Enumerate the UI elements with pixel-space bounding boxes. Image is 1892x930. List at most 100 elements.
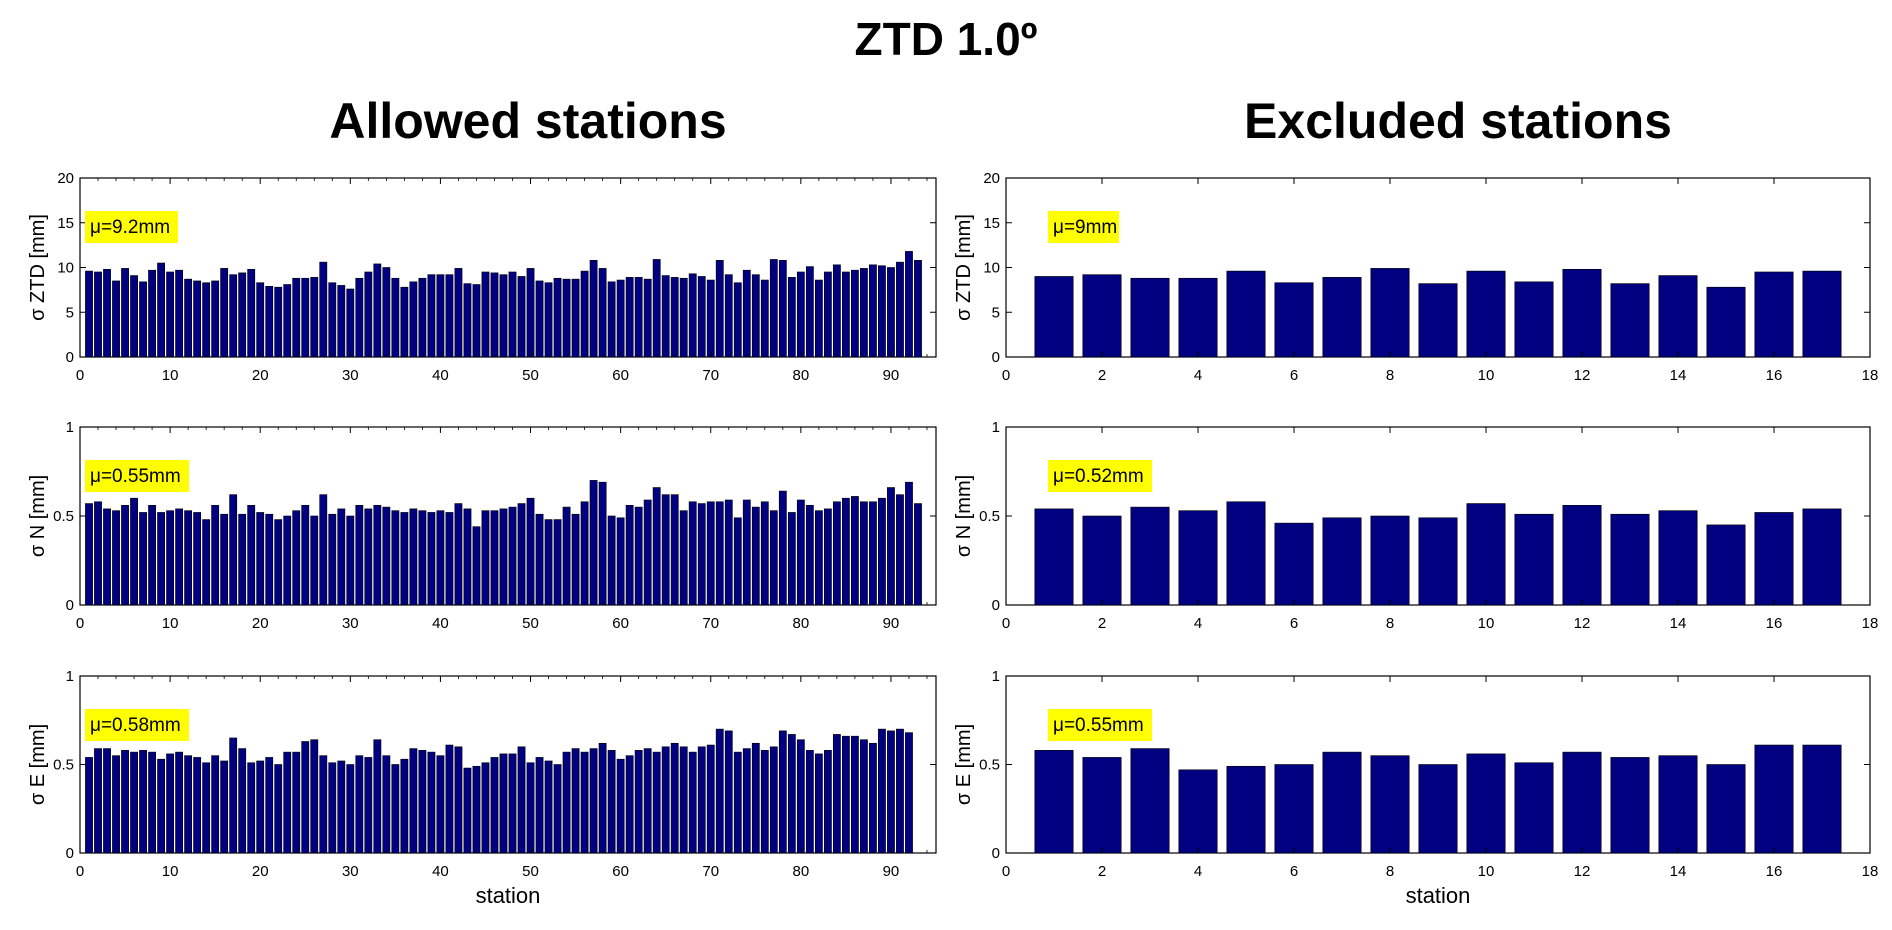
allowed-n-xtick-label: 80 bbox=[792, 615, 809, 632]
allowed-n-bar bbox=[851, 496, 859, 606]
excluded-n-bar bbox=[1178, 510, 1218, 606]
excluded-e-ytick-label: 1 bbox=[992, 668, 1000, 685]
allowed-n-xtick-label: 70 bbox=[702, 615, 719, 632]
excluded-n-bar bbox=[1034, 508, 1074, 606]
allowed-n-bar bbox=[517, 503, 526, 606]
allowed-n-bar bbox=[508, 506, 517, 606]
allowed-ztd-bar bbox=[157, 262, 165, 358]
allowed-ztd-bar bbox=[851, 269, 859, 358]
allowed-e-bar bbox=[553, 764, 562, 854]
allowed-n-bar bbox=[463, 508, 472, 606]
allowed-n-bar bbox=[148, 505, 156, 606]
allowed-ztd-bar bbox=[463, 283, 472, 358]
allowed-n-bar bbox=[607, 515, 616, 606]
allowed-ztd-bar bbox=[193, 280, 202, 358]
allowed-n-bar bbox=[841, 497, 850, 606]
allowed-ztd-bar bbox=[409, 281, 418, 358]
allowed-e-bar bbox=[409, 748, 418, 854]
allowed-n-bar bbox=[733, 517, 742, 606]
allowed-e-bar bbox=[598, 742, 607, 854]
allowed-ztd-bar bbox=[382, 267, 391, 358]
allowed-e-bar bbox=[607, 750, 616, 854]
allowed-e-bar bbox=[544, 760, 553, 854]
allowed-ztd-bar bbox=[85, 270, 93, 358]
allowed-n-bar bbox=[85, 503, 93, 606]
allowed-n-ylabel: σ N [mm] bbox=[27, 475, 49, 557]
allowed-n-mean-annotation-box bbox=[85, 460, 189, 492]
allowed-n-bar bbox=[346, 515, 355, 606]
allowed-n-bar bbox=[481, 510, 490, 606]
excluded-ztd-xtick-label: 14 bbox=[1670, 367, 1687, 384]
allowed-e-bar bbox=[851, 735, 859, 854]
allowed-n-bar bbox=[256, 512, 265, 606]
allowed-ztd-bar bbox=[724, 274, 733, 358]
allowed-ztd-bar bbox=[418, 277, 427, 358]
allowed-e-bar bbox=[373, 739, 382, 854]
excluded-n-bar bbox=[1226, 501, 1266, 606]
allowed-ztd-xtick-label: 80 bbox=[792, 367, 809, 384]
excluded-ztd-xtick-label: 18 bbox=[1862, 367, 1879, 384]
allowed-e-bar bbox=[860, 739, 868, 854]
excluded-n-bar bbox=[1322, 517, 1362, 606]
allowed-n-bar bbox=[778, 490, 787, 606]
allowed-e-bar bbox=[157, 758, 165, 854]
allowed-ztd-bar bbox=[508, 271, 517, 358]
allowed-n-bar bbox=[887, 487, 895, 606]
allowed-e-bar bbox=[535, 757, 544, 854]
allowed-ztd-bar bbox=[490, 272, 499, 358]
excluded-n-xtick-label: 6 bbox=[1290, 615, 1298, 632]
allowed-n-bar bbox=[760, 501, 769, 606]
allowed-ztd-bar bbox=[751, 274, 760, 358]
allowed-ztd-bar bbox=[328, 282, 337, 358]
allowed-n-bar bbox=[418, 510, 427, 606]
allowed-e-bar bbox=[562, 751, 571, 854]
excluded-ztd-ytick-label: 20 bbox=[983, 170, 1000, 187]
allowed-n-ytick-label: 1 bbox=[66, 419, 74, 436]
allowed-e-xtick-label: 10 bbox=[162, 863, 179, 880]
allowed-ztd-bar bbox=[769, 259, 778, 358]
allowed-ztd-bar bbox=[445, 274, 454, 358]
allowed-ztd-bar bbox=[535, 280, 544, 358]
allowed-e-bar bbox=[391, 764, 400, 854]
allowed-n-bar bbox=[499, 508, 508, 606]
allowed-n-bar bbox=[427, 512, 436, 606]
allowed-n-bar bbox=[130, 497, 138, 606]
allowed-ztd-bar bbox=[283, 284, 292, 358]
allowed-n-bar bbox=[688, 501, 697, 606]
allowed-ztd-bar bbox=[896, 261, 904, 358]
excluded-ztd-bar bbox=[1514, 281, 1554, 358]
allowed-e-bar bbox=[869, 742, 877, 854]
allowed-e-bar bbox=[103, 748, 111, 854]
allowed-ztd-xtick-label: 10 bbox=[162, 367, 179, 384]
allowed-ztd-bar bbox=[607, 281, 616, 358]
excluded-ztd-bar bbox=[1466, 270, 1506, 358]
allowed-ztd-panel: 0 5 10 15 20 0 10 20 30 40 50 60 70 80 90 σ ZTD [mm] μ=9… bbox=[27, 170, 937, 384]
allowed-ztd-bar bbox=[400, 286, 409, 358]
allowed-ztd-bar bbox=[760, 279, 769, 358]
allowed-e-bar bbox=[706, 744, 715, 854]
allowed-ztd-bar bbox=[265, 285, 274, 358]
allowed-ztd-ytick-label: 0 bbox=[66, 349, 74, 366]
allowed-n-bar bbox=[229, 494, 238, 606]
allowed-ztd-bar bbox=[832, 264, 841, 358]
allowed-ztd-bar bbox=[130, 275, 138, 358]
allowed-e-bar bbox=[238, 748, 247, 854]
excluded-n-bar bbox=[1418, 517, 1458, 606]
allowed-ztd-bar bbox=[805, 266, 814, 358]
allowed-ztd-bar bbox=[310, 277, 319, 358]
allowed-ztd-bar bbox=[878, 265, 886, 358]
excluded-ztd-bar bbox=[1562, 268, 1602, 358]
allowed-n-bar bbox=[905, 481, 913, 606]
excluded-e-bar bbox=[1418, 764, 1458, 854]
excluded-e-bar bbox=[1514, 762, 1554, 854]
allowed-n-bar bbox=[400, 512, 409, 606]
excluded-e-ylabel: σ E [mm] bbox=[953, 724, 975, 805]
excluded-n-bar bbox=[1658, 510, 1698, 606]
allowed-ztd-bar bbox=[869, 264, 877, 358]
allowed-ztd-bar bbox=[247, 268, 256, 358]
allowed-e-bar bbox=[905, 732, 913, 854]
allowed-n-xtick-label: 50 bbox=[522, 615, 539, 632]
allowed-e-bar bbox=[787, 734, 796, 854]
allowed-n-bar bbox=[787, 512, 796, 606]
